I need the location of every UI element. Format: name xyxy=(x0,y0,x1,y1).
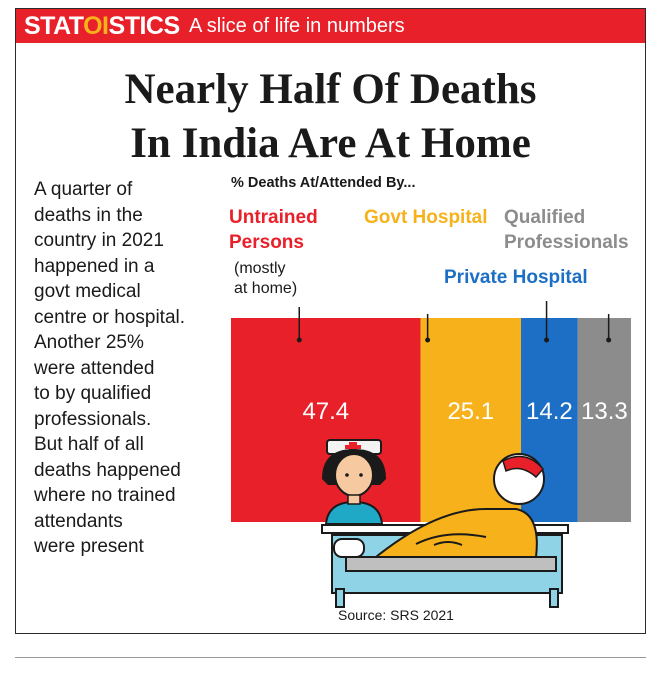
category-label: Qualified xyxy=(504,207,586,228)
category-note: at home) xyxy=(234,280,298,297)
intro-line: professionals. xyxy=(34,408,152,430)
intro-line: were attended xyxy=(34,357,155,379)
page-title-line-2: In India Are At Home xyxy=(130,120,531,167)
label-leader-dot xyxy=(606,337,612,343)
data-label: 47.4 xyxy=(302,398,349,425)
category-note: (mostly xyxy=(234,260,286,277)
tagline: A slice of life in numbers xyxy=(189,15,405,37)
intro-line: country in 2021 xyxy=(34,230,164,251)
patient-icon xyxy=(373,453,545,558)
intro-line: Another 25% xyxy=(34,332,144,353)
intro-line: deaths in the xyxy=(34,204,143,226)
brand-logo: STATOISTICS xyxy=(24,12,180,40)
nurse-icon xyxy=(322,439,386,525)
intro-line: centre or hospital. xyxy=(34,306,186,328)
intro-line: deaths happened xyxy=(34,459,181,481)
bars-group: 47.4 25.1 14.2 13.3 xyxy=(231,301,631,522)
page-title: Nearly Half Of Deaths In India Are At Ho… xyxy=(16,63,645,171)
hospital-bed-illustration xyxy=(321,439,569,608)
intro-text: A quarter of deaths in the country in 2021… xyxy=(34,177,234,560)
page-title-line-1: Nearly Half Of Deaths xyxy=(124,66,537,113)
intro-line: where no trained xyxy=(34,485,176,506)
category-label: Private Hospital xyxy=(444,267,588,288)
category-label: Persons xyxy=(229,232,304,253)
label-leader-dot xyxy=(425,337,431,343)
label-leader-dot xyxy=(296,337,302,343)
intro-line: to by qualified xyxy=(34,383,152,404)
intro-line: happened in a xyxy=(34,255,155,277)
intro-line: were present xyxy=(34,536,144,557)
data-label: 25.1 xyxy=(447,398,494,425)
chart: 47.4 25.1 14.2 13.3 xyxy=(231,301,631,608)
category-label: Untrained xyxy=(229,207,318,228)
source-note: Source: SRS 2021 xyxy=(338,607,454,623)
data-label: 14.2 xyxy=(526,398,573,425)
category-label: Professionals xyxy=(504,232,629,253)
infographic-frame: STATOISTICS A slice of life in numbers N… xyxy=(15,8,646,634)
intro-line: A quarter of xyxy=(34,179,133,200)
category-label: Govt Hospital xyxy=(364,207,488,228)
header-bar: STATOISTICS A slice of life in numbers xyxy=(16,9,645,43)
intro-line: attendants xyxy=(34,510,123,532)
data-label: 13.3 xyxy=(581,398,628,425)
bottom-divider xyxy=(15,657,646,658)
chart-subtitle: % Deaths At/Attended By... xyxy=(231,175,416,191)
bar-segment xyxy=(577,318,631,522)
intro-line: But half of all xyxy=(34,434,144,455)
intro-line: govt medical xyxy=(34,281,141,302)
label-leader-dot xyxy=(544,337,550,343)
bar-segment xyxy=(231,318,421,522)
